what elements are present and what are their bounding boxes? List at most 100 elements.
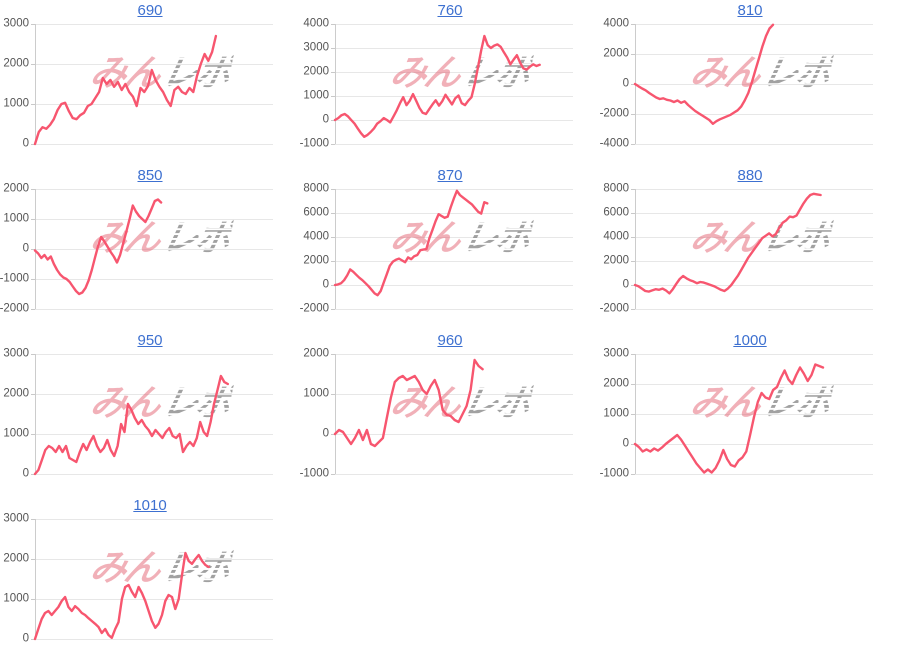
y-axis-tick-label: -2000	[0, 302, 29, 315]
y-axis-tick-label: -1000	[599, 467, 629, 480]
y-axis-tick-label: 1000	[303, 89, 329, 102]
y-axis-tick-icon	[31, 394, 35, 395]
y-gridline	[635, 189, 873, 190]
y-gridline	[635, 54, 873, 55]
y-axis-tick-label: 0	[22, 467, 29, 480]
chart-title-link[interactable]: 880	[737, 167, 763, 184]
y-gridline	[35, 639, 273, 640]
line-chart-svg	[33, 374, 230, 476]
y-gridline	[635, 114, 873, 115]
y-axis-line	[35, 519, 36, 639]
y-gridline	[35, 249, 273, 250]
chart-title-link[interactable]: 960	[437, 332, 463, 349]
y-gridline	[335, 474, 573, 475]
chart-plot-area: -1000 0 1000 2000 みんレポ	[300, 348, 573, 479]
series-line	[33, 34, 218, 146]
y-axis-tick-label: 2000	[3, 387, 29, 400]
y-axis-tick-label: 3000	[303, 41, 329, 54]
chart-title-link[interactable]: 1000	[733, 332, 767, 349]
y-axis-tick-icon	[331, 72, 335, 73]
chart-plot-area: 0 1000 2000 3000 みんレポ	[3, 18, 273, 149]
y-gridline	[35, 104, 273, 105]
y-gridline	[35, 189, 273, 190]
chart-plot-area: -1000 0 1000 2000 3000 4000 みんレポ	[300, 18, 573, 149]
y-axis-tick-icon	[31, 354, 35, 355]
chart-title-link[interactable]: 690	[137, 2, 163, 19]
y-axis-tick-label: 2000	[3, 57, 29, 70]
y-gridline	[35, 559, 273, 560]
y-axis-tick-label: 1000	[603, 407, 629, 420]
y-axis-tick-label: 0	[322, 427, 329, 440]
y-axis-tick-icon	[31, 189, 35, 190]
series-line	[33, 198, 163, 296]
chart-cell: 690 0 1000 2000 3000 みんレポ	[0, 0, 300, 165]
y-axis-tick-label: 3000	[3, 347, 29, 360]
chart-cell: 810 -4000 -2000 0 2000 4000 みんレポ	[600, 0, 900, 165]
y-gridline	[335, 24, 573, 25]
y-axis-tick-label: 0	[22, 632, 29, 645]
chart-title-link[interactable]: 950	[137, 332, 163, 349]
y-gridline	[335, 213, 573, 214]
chart-cell: 960 -1000 0 1000 2000 みんレポ	[300, 330, 600, 495]
y-axis-tick-label: 0	[622, 437, 629, 450]
y-axis-tick-icon	[331, 434, 335, 435]
y-gridline	[335, 309, 573, 310]
y-gridline	[635, 84, 873, 85]
y-axis-tick-icon	[331, 474, 335, 475]
y-axis-tick-label: 4000	[603, 230, 629, 243]
y-gridline	[35, 309, 273, 310]
y-gridline	[335, 285, 573, 286]
y-axis-tick-icon	[631, 24, 635, 25]
y-gridline	[635, 444, 873, 445]
series-line	[33, 551, 210, 641]
y-axis-line	[635, 189, 636, 309]
y-gridline	[635, 144, 873, 145]
y-axis-tick-icon	[631, 261, 635, 262]
y-axis-tick-label: -4000	[599, 137, 629, 150]
y-gridline	[35, 354, 273, 355]
y-axis-tick-label: 8000	[603, 182, 629, 195]
line-chart-svg	[333, 189, 489, 297]
chart-cell: 1000 -1000 0 1000 2000 3000 みんレポ	[600, 330, 900, 495]
chart-title-link[interactable]: 850	[137, 167, 163, 184]
y-axis-tick-label: 6000	[603, 206, 629, 219]
y-axis-tick-icon	[31, 144, 35, 145]
y-axis-tick-icon	[331, 394, 335, 395]
y-axis-tick-label: 2000	[303, 347, 329, 360]
y-axis-tick-label: 2000	[3, 182, 29, 195]
chart-cell: 950 0 1000 2000 3000 みんレポ	[0, 330, 300, 495]
y-axis-tick-icon	[31, 519, 35, 520]
series-line	[333, 189, 489, 297]
series-line	[633, 363, 825, 474]
y-gridline	[335, 96, 573, 97]
chart-title-link[interactable]: 870	[437, 167, 463, 184]
y-axis-tick-icon	[331, 96, 335, 97]
chart-title-link[interactable]: 810	[737, 2, 763, 19]
y-axis-tick-label: 8000	[303, 182, 329, 195]
y-gridline	[35, 599, 273, 600]
y-gridline	[635, 237, 873, 238]
y-axis-tick-icon	[31, 599, 35, 600]
y-axis-tick-label: 0	[22, 137, 29, 150]
y-axis-tick-icon	[331, 354, 335, 355]
y-axis-tick-label: 0	[622, 77, 629, 90]
y-axis-tick-label: 1000	[3, 97, 29, 110]
y-axis-tick-label: 0	[622, 278, 629, 291]
chart-title-link[interactable]: 760	[437, 2, 463, 19]
y-axis-tick-label: 2000	[603, 47, 629, 60]
y-gridline	[635, 261, 873, 262]
chart-cell: 880 -2000 0 2000 4000 6000 8000 みんレポ	[600, 165, 900, 330]
chart-plot-area: 0 1000 2000 3000 みんレポ	[3, 513, 273, 644]
chart-plot-area: -2000 0 2000 4000 6000 8000 みんレポ	[300, 183, 573, 314]
y-axis-tick-icon	[331, 261, 335, 262]
y-gridline	[335, 72, 573, 73]
y-axis-tick-icon	[31, 104, 35, 105]
y-gridline	[335, 261, 573, 262]
chart-title-link[interactable]: 1010	[133, 497, 167, 514]
y-axis-tick-label: -1000	[299, 467, 329, 480]
chart-plot-area: -2000 0 2000 4000 6000 8000 みんレポ	[600, 183, 873, 314]
y-axis-tick-icon	[631, 114, 635, 115]
y-gridline	[335, 48, 573, 49]
y-axis-line	[335, 24, 336, 144]
y-gridline	[335, 394, 573, 395]
